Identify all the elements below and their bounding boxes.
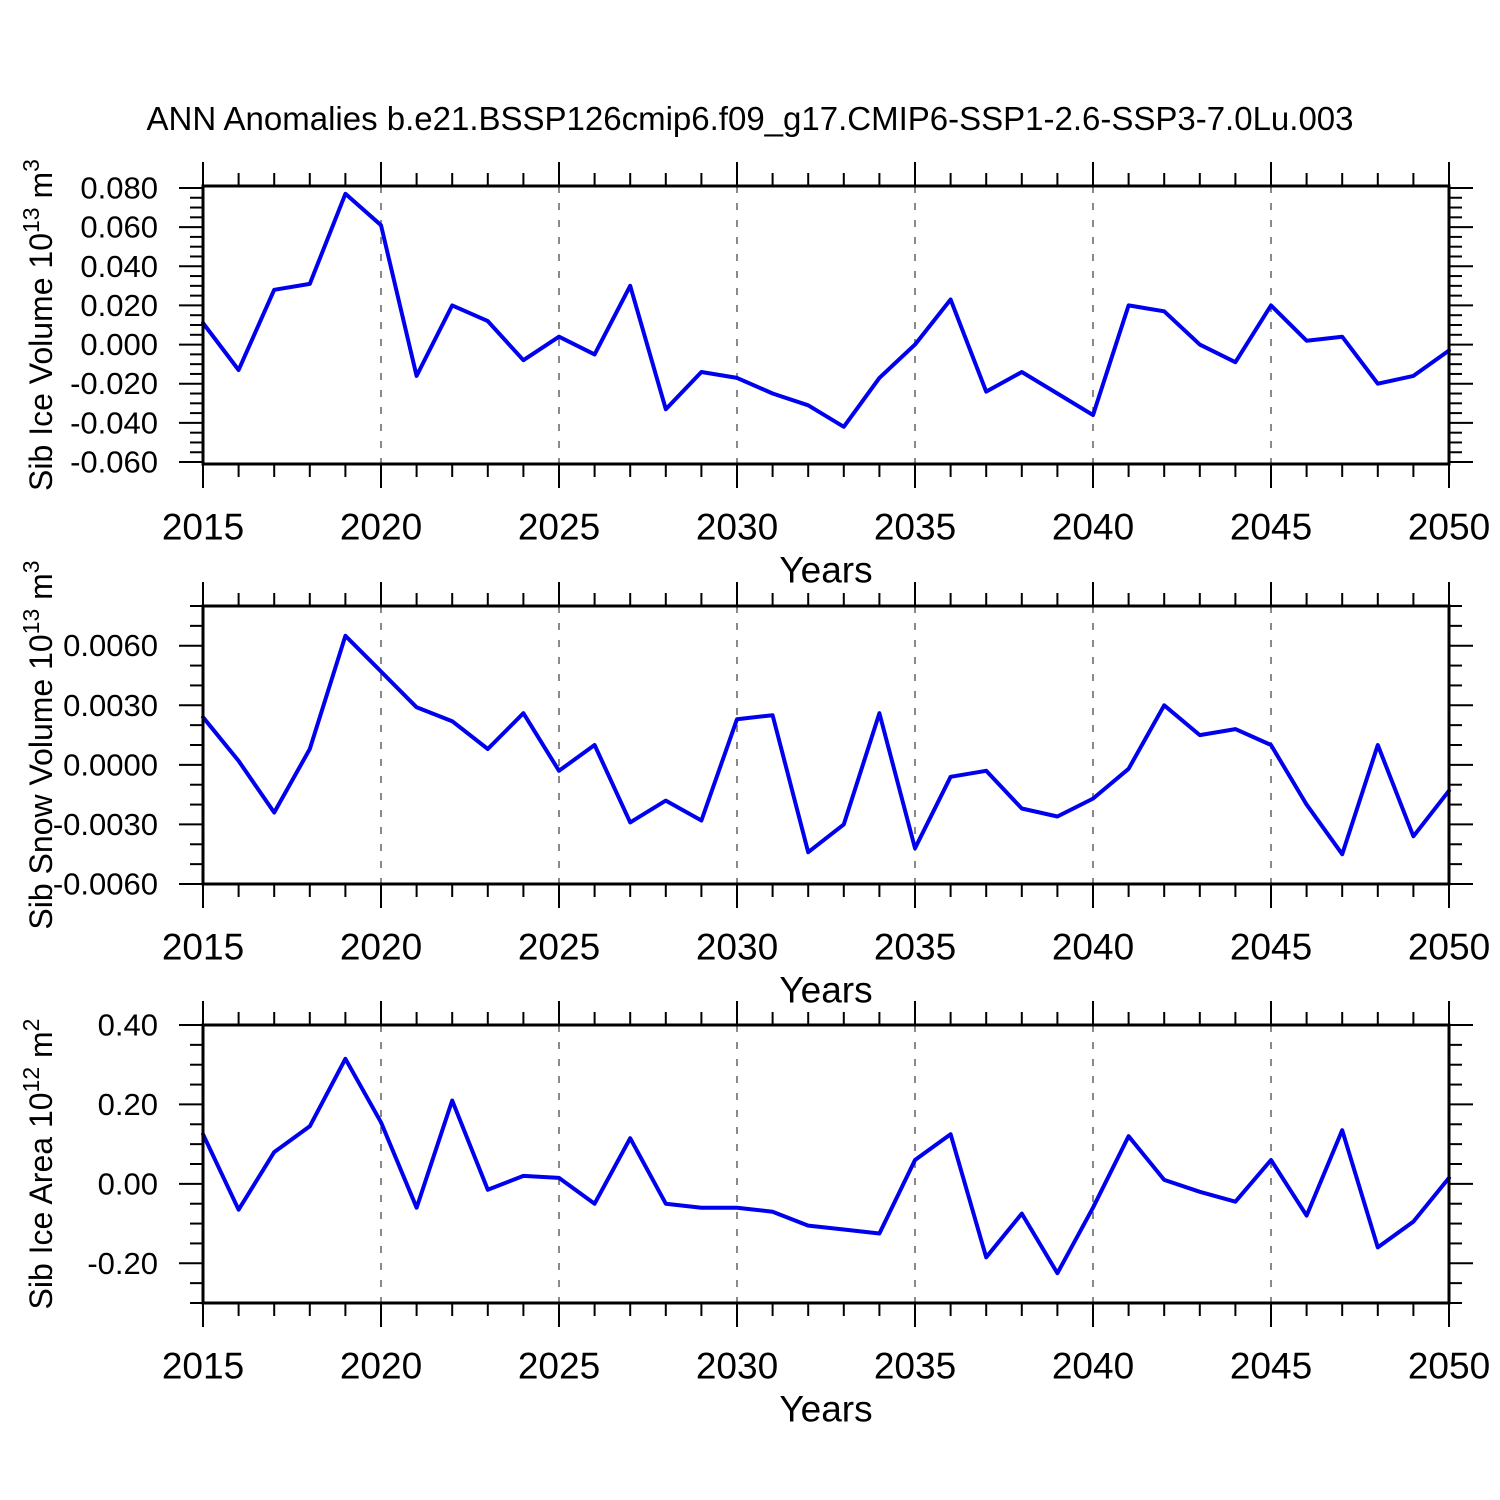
panel-3-ytick-label: 0.40 [98,1008,158,1043]
panel-1-xtick-label-2030: 2030 [696,507,778,548]
panel-1-x-axis-title: Years [779,550,872,591]
panel-3-ytick-label: 0.00 [98,1166,158,1201]
panel-1-xtick-label-2050: 2050 [1408,507,1490,548]
panel-2-ytick-label: 0.0030 [63,688,158,723]
panel-3-xtick-label-2020: 2020 [340,1346,422,1387]
panel-1-xtick-label-2045: 2045 [1230,507,1312,548]
panel-1-data-line [201,191,1451,429]
panel-1-ytick-label: 0.060 [80,210,158,245]
panel-2-xtick-label-2035: 2035 [874,927,956,968]
panel-3-xtick-label-2035: 2035 [874,1346,956,1387]
panel-2-data-line [201,633,1451,857]
panel-3-ytick-label: 0.20 [98,1087,158,1122]
panel-1-xtick-label-2020: 2020 [340,507,422,548]
panel-2-ytick-label: 0.0000 [63,747,158,782]
panel-3-y-axis-title: Sib Ice Area 1012 m2 [18,1019,59,1310]
panel-2-xtick-label-2025: 2025 [518,927,600,968]
panel-2-ytick-label: 0.0060 [63,628,158,663]
panel-1-y-axis-title: Sib Ice Volume 1013 m3 [18,159,59,491]
panel-3-ytick-label: -0.20 [87,1246,158,1281]
panel-3-data-line [201,1056,1451,1276]
panel-1-ytick-label: -0.040 [70,405,158,440]
panel-1-ytick-label: -0.060 [70,445,158,480]
panel-1-ytick-label: 0.080 [80,170,158,205]
panel-2-xtick-label-2050: 2050 [1408,927,1490,968]
panel-2-xtick-label-2045: 2045 [1230,927,1312,968]
panel-2-box [201,604,1451,886]
chart-title: ANN Anomalies b.e21.BSSP126cmip6.f09_g17… [146,100,1354,137]
panel-2-y-axis-title: Sib Snow Volume 1013 m3 [18,560,59,929]
panel-1-xtick-label-2040: 2040 [1052,507,1134,548]
panel-3-box [201,1023,1451,1305]
panel-1-ytick-label: 0.020 [80,288,158,323]
panel-1-ytick-label: -0.020 [70,366,158,401]
panel-3-x-axis-title: Years [779,1389,872,1430]
panel-2-xtick-label-2015: 2015 [162,927,244,968]
panel-3-xtick-label-2015: 2015 [162,1346,244,1387]
panel-3-xtick-label-2025: 2025 [518,1346,600,1387]
panel-1-ytick-label: 0.000 [80,327,158,362]
panel-3-xtick-label-2040: 2040 [1052,1346,1134,1387]
panel-2-ytick-label: -0.0060 [53,867,158,902]
panel-1-box [201,184,1451,466]
panel-2-xtick-label-2040: 2040 [1052,927,1134,968]
panel-1-ytick-label: 0.040 [80,249,158,284]
panel-2-x-axis-title: Years [779,970,872,1011]
panel-2-xtick-label-2030: 2030 [696,927,778,968]
panel-1-xtick-label-2035: 2035 [874,507,956,548]
panel-3-xtick-label-2050: 2050 [1408,1346,1490,1387]
panel-3-xtick-label-2030: 2030 [696,1346,778,1387]
panel-1-xtick-label-2025: 2025 [518,507,600,548]
panel-2-ytick-label: -0.0030 [53,807,158,842]
panel-1-xtick-label-2015: 2015 [162,507,244,548]
panel-3-xtick-label-2045: 2045 [1230,1346,1312,1387]
panel-2-xtick-label-2020: 2020 [340,927,422,968]
